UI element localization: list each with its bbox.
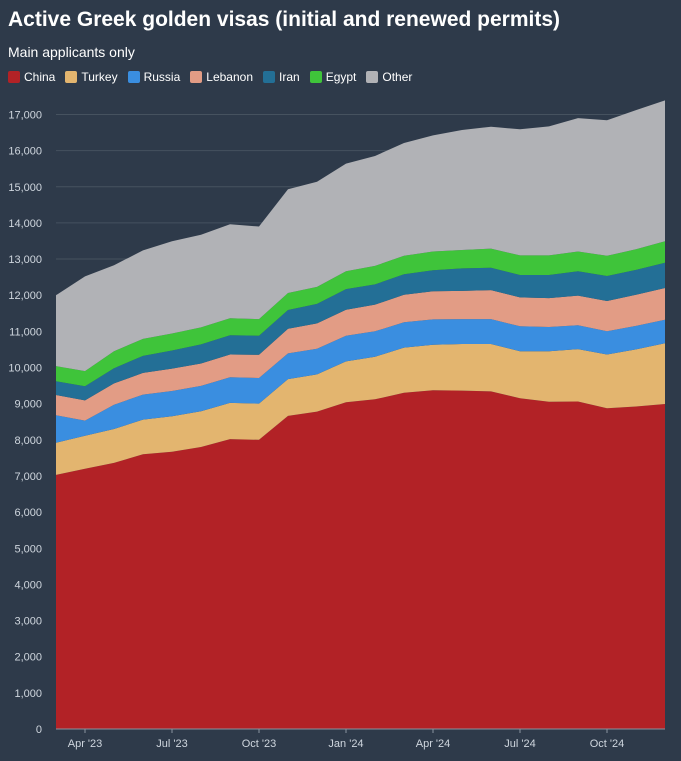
area-series-lebanon <box>56 288 665 421</box>
area-series-iran <box>56 262 665 401</box>
y-tick-label: 15,000 <box>8 182 42 194</box>
legend-label: Russia <box>143 70 181 84</box>
x-tick-label: Oct '23 <box>242 738 277 750</box>
legend-label: China <box>24 70 56 84</box>
legend-item-lebanon[interactable]: Lebanon <box>190 70 253 84</box>
x-tick-label: Apr '23 <box>68 738 103 750</box>
x-tick-label: Jan '24 <box>328 738 363 750</box>
legend-item-russia[interactable]: Russia <box>127 70 181 84</box>
y-tick-label: 8,000 <box>14 435 42 447</box>
legend-item-other[interactable]: Other <box>366 70 412 84</box>
legend-swatch <box>309 71 322 83</box>
y-tick-label: 1,000 <box>14 688 42 700</box>
chart-subtitle: Main applicants only <box>8 44 135 60</box>
legend-swatch <box>8 71 20 83</box>
y-tick-label: 11,000 <box>9 326 42 338</box>
x-tick-label: Jul '23 <box>156 738 187 750</box>
y-tick-label: 10,000 <box>8 363 42 375</box>
legend-swatch <box>190 71 203 83</box>
legend-item-china[interactable]: China <box>8 70 55 84</box>
y-tick-label: 14,000 <box>8 218 42 230</box>
legend-label: Iran <box>279 70 300 84</box>
legend-label: Lebanon <box>206 70 253 84</box>
y-tick-label: 3,000 <box>14 616 42 628</box>
y-tick-label: 5,000 <box>14 543 42 555</box>
y-tick-label: 4,000 <box>14 579 42 591</box>
x-tick-label: Jul '24 <box>504 738 535 750</box>
y-tick-label: 13,000 <box>8 254 42 266</box>
y-tick-label: 2,000 <box>14 652 42 664</box>
legend-swatch <box>65 71 78 83</box>
legend-item-egypt[interactable]: Egypt <box>309 70 357 84</box>
x-tick-label: Oct '24 <box>590 738 625 750</box>
y-tick-label: 6,000 <box>14 507 42 519</box>
legend-item-turkey[interactable]: Turkey <box>65 70 118 84</box>
y-tick-label: 17,000 <box>8 109 42 121</box>
area-series-turkey <box>56 343 665 475</box>
area-series-egypt <box>56 241 665 387</box>
x-tick-label: Apr '24 <box>416 738 451 750</box>
y-tick-label: 9,000 <box>14 399 42 411</box>
y-tick-label: 12,000 <box>8 290 42 302</box>
legend-label: Other <box>382 70 413 84</box>
legend-swatch <box>127 71 140 83</box>
y-tick-label: 7,000 <box>14 471 42 483</box>
chart-title: Active Greek golden visas (initial and r… <box>8 8 561 31</box>
legend-item-iran[interactable]: Iran <box>263 70 300 84</box>
legend-label: Egypt <box>325 70 357 84</box>
y-tick-label: 16,000 <box>8 146 42 158</box>
legend-swatch <box>263 71 275 83</box>
area-series-other <box>56 100 665 372</box>
legend-label: Turkey <box>81 70 118 84</box>
chart-legend: China Turkey Russia Lebanon Iran Egypt Other <box>8 70 422 84</box>
legend-swatch <box>366 71 379 83</box>
area-series-china <box>56 390 665 729</box>
y-tick-label: 0 <box>36 724 42 736</box>
area-series-russia <box>56 319 665 443</box>
